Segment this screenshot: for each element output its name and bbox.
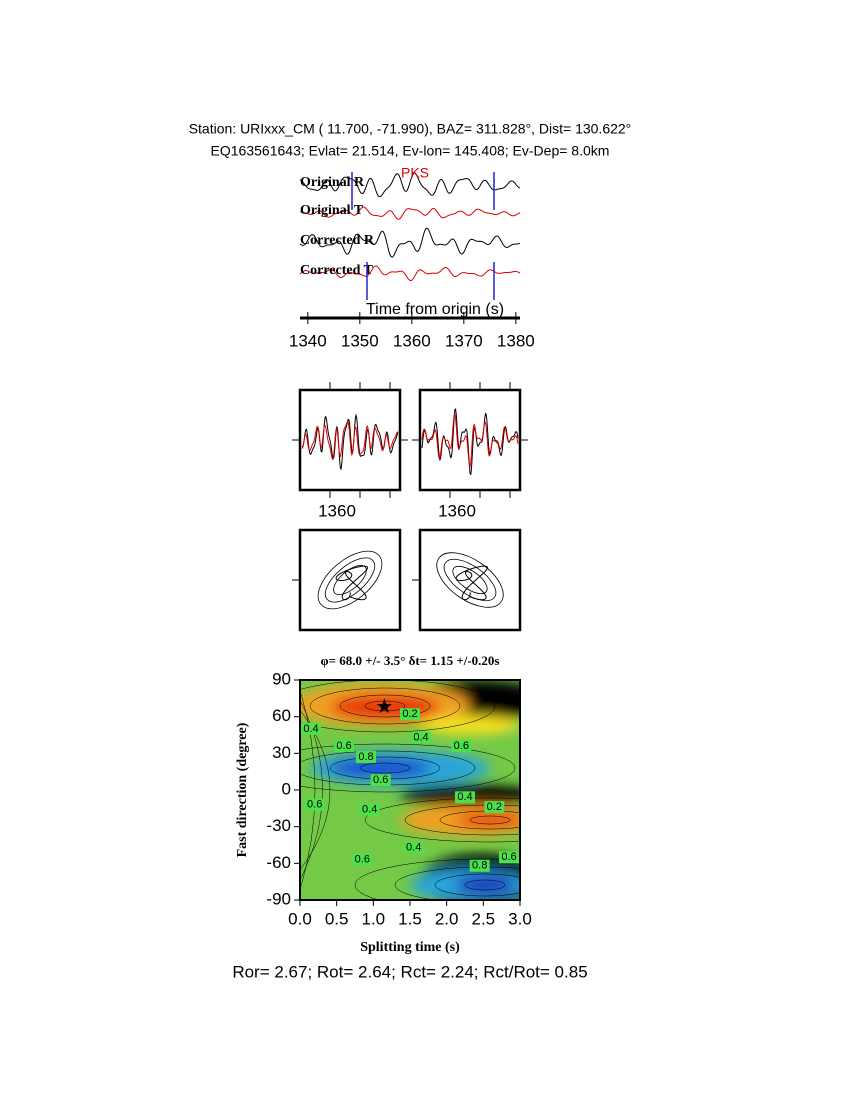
contour-label: 0.4: [413, 731, 428, 743]
panel-frame: [418, 388, 522, 492]
contour-label-box: [301, 722, 321, 735]
trace: [301, 420, 399, 461]
contour-label: 0.2: [402, 708, 417, 720]
trace: [421, 412, 519, 469]
trace: [299, 206, 521, 220]
chart-title: φ= 68.0 +/- 3.5° δt= 1.15 +/-0.20s: [321, 653, 500, 668]
contour-label: 0.2: [487, 801, 502, 813]
particle-ellipse: [452, 565, 488, 595]
contour-label: 0.4: [406, 841, 421, 853]
contour-label-box: [400, 708, 420, 721]
y-tick-label: -60: [266, 853, 291, 872]
particle-ellipse: [333, 565, 367, 595]
contour-label-box: [403, 841, 424, 854]
contour-label-box: [304, 798, 325, 811]
contour-label-box: [356, 751, 376, 763]
x-axis-label: Splitting time (s): [360, 940, 460, 955]
x-tick-label: 1370: [445, 331, 483, 350]
contour-label-box: [352, 853, 373, 866]
contour-label: 0.8: [472, 860, 487, 872]
contour-label: 0.6: [336, 740, 351, 752]
particle-ellipse: [443, 558, 497, 602]
trace-label: Corrected T: [300, 263, 374, 278]
contour-label-box: [359, 803, 380, 816]
x-tick-label: 1380: [497, 331, 535, 350]
contour-label-box: [455, 791, 475, 804]
x-tick-label: 2.0: [435, 909, 459, 928]
x-tick-label: 0.0: [288, 909, 312, 928]
contour-label: 0.6: [501, 851, 516, 863]
contour-label: 0.6: [307, 799, 322, 811]
x-tick-label: 1360: [318, 501, 356, 520]
particle-motion: [335, 565, 369, 601]
y-tick-label: 60: [272, 706, 291, 725]
y-tick-label: -90: [266, 889, 291, 908]
y-tick-label: 0: [282, 779, 291, 798]
contour-label: 0.4: [362, 803, 377, 815]
particle-ellipse: [317, 550, 383, 610]
trace-label: Original R: [300, 175, 365, 190]
contour-label: 0.6: [355, 854, 370, 866]
contour-label: 0.4: [303, 723, 318, 735]
contour-label-box: [499, 851, 519, 864]
contour-label-box: [370, 774, 391, 787]
station-info: Station: URIxxx_CM ( 11.700, -71.990), B…: [189, 121, 632, 137]
x-tick-label: 1.0: [362, 909, 386, 928]
trace: [421, 408, 519, 476]
y-tick-label: 30: [272, 743, 291, 762]
x-tick-label: 1.5: [398, 909, 422, 928]
contour-label-box: [334, 740, 354, 752]
event-info: EQ163561643; Evlat= 21.514, Ev-lon= 145.…: [211, 143, 610, 159]
x-tick-label: 0.5: [325, 909, 349, 928]
contour-label: 0.6: [454, 740, 469, 752]
trace: [299, 265, 521, 282]
x-axis-label: Time from origin (s): [366, 301, 504, 318]
particle-motion: [455, 565, 489, 601]
misfit-field: [300, 680, 520, 900]
particle-ellipse: [324, 557, 376, 603]
contour-label: 0.6: [373, 774, 388, 786]
x-tick-label: 1340: [289, 331, 327, 350]
x-tick-label: 1350: [341, 331, 379, 350]
contour-label: 0.4: [457, 791, 472, 803]
footer: Ror= 2.67; Rot= 2.64; Rct= 2.24; Rct/Rot…: [232, 962, 587, 981]
contour-label: 0.8: [358, 751, 373, 763]
x-tick-label: 1360: [438, 501, 476, 520]
contour-label-box: [451, 740, 472, 752]
contour-label-box: [411, 731, 431, 744]
trace: [299, 172, 521, 198]
y-tick-label: -30: [266, 816, 291, 835]
particle-ellipse: [436, 552, 504, 608]
contour-label-box: [469, 859, 490, 872]
x-tick-label: 1360: [393, 331, 431, 350]
x-tick-label: 3.0: [508, 909, 532, 928]
y-axis-label: Fast direction (degree): [235, 722, 250, 857]
x-tick-label: 2.5: [472, 909, 496, 928]
contour-label-box: [484, 801, 505, 814]
y-tick-label: 90: [272, 669, 291, 688]
best-fit: ★: [375, 696, 393, 718]
trace-label: Original T: [300, 203, 364, 218]
trace: [299, 227, 521, 258]
phase-label: PKS: [401, 165, 429, 181]
trace-label: Corrected R: [300, 233, 375, 248]
